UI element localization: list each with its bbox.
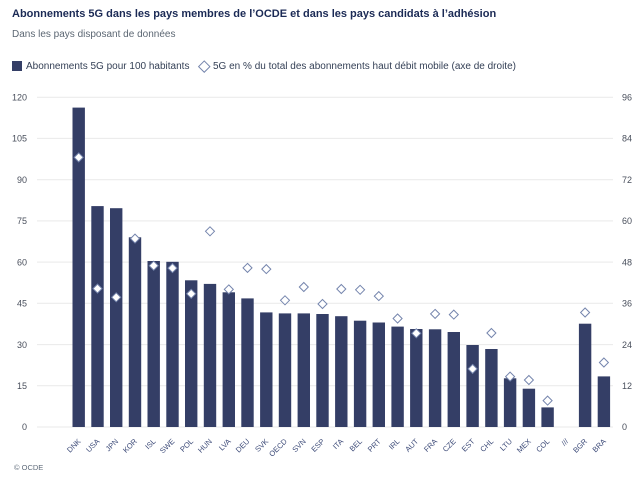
svg-text:POL: POL xyxy=(178,437,195,454)
svg-text:ITA: ITA xyxy=(331,437,345,451)
svg-text:ESP: ESP xyxy=(309,437,326,454)
svg-text:48: 48 xyxy=(622,257,632,267)
svg-text:60: 60 xyxy=(622,216,632,226)
svg-text:72: 72 xyxy=(622,175,632,185)
svg-text:ISL: ISL xyxy=(143,437,157,451)
svg-text:12: 12 xyxy=(622,381,632,391)
svg-text:KOR: KOR xyxy=(121,436,139,454)
svg-text:CZE: CZE xyxy=(441,437,458,454)
svg-text:36: 36 xyxy=(622,299,632,309)
svg-text:FRA: FRA xyxy=(422,437,439,454)
svg-text:90: 90 xyxy=(17,175,27,185)
svg-text:OECD: OECD xyxy=(267,436,289,458)
svg-text:///: /// xyxy=(560,436,571,447)
svg-text:45: 45 xyxy=(17,299,27,309)
svg-text:IRL: IRL xyxy=(387,437,402,452)
svg-text:MEX: MEX xyxy=(515,437,533,455)
svg-text:105: 105 xyxy=(12,134,27,144)
svg-text:15: 15 xyxy=(17,381,27,391)
svg-text:HUN: HUN xyxy=(196,437,214,455)
svg-text:30: 30 xyxy=(17,340,27,350)
svg-text:0: 0 xyxy=(22,422,27,432)
svg-text:120: 120 xyxy=(12,92,27,102)
svg-text:75: 75 xyxy=(17,216,27,226)
svg-text:BEL: BEL xyxy=(348,437,364,453)
svg-text:SWE: SWE xyxy=(158,437,176,455)
svg-text:LTU: LTU xyxy=(498,437,514,453)
svg-text:CHL: CHL xyxy=(478,437,495,454)
svg-text:AUT: AUT xyxy=(403,437,420,454)
svg-text:96: 96 xyxy=(622,92,632,102)
svg-text:BRA: BRA xyxy=(591,437,608,454)
svg-text:COL: COL xyxy=(534,437,551,454)
svg-text:JPN: JPN xyxy=(104,437,120,453)
svg-text:84: 84 xyxy=(622,134,632,144)
svg-text:DNK: DNK xyxy=(65,437,83,455)
svg-text:60: 60 xyxy=(17,257,27,267)
svg-text:PRT: PRT xyxy=(366,437,383,454)
svg-text:SVN: SVN xyxy=(290,437,307,454)
svg-text:LVA: LVA xyxy=(217,437,233,453)
svg-text:USA: USA xyxy=(84,437,101,454)
svg-text:24: 24 xyxy=(622,340,632,350)
svg-text:0: 0 xyxy=(622,422,627,432)
svg-text:DEU: DEU xyxy=(234,437,252,455)
svg-text:BGR: BGR xyxy=(571,436,589,454)
svg-text:EST: EST xyxy=(460,437,477,454)
